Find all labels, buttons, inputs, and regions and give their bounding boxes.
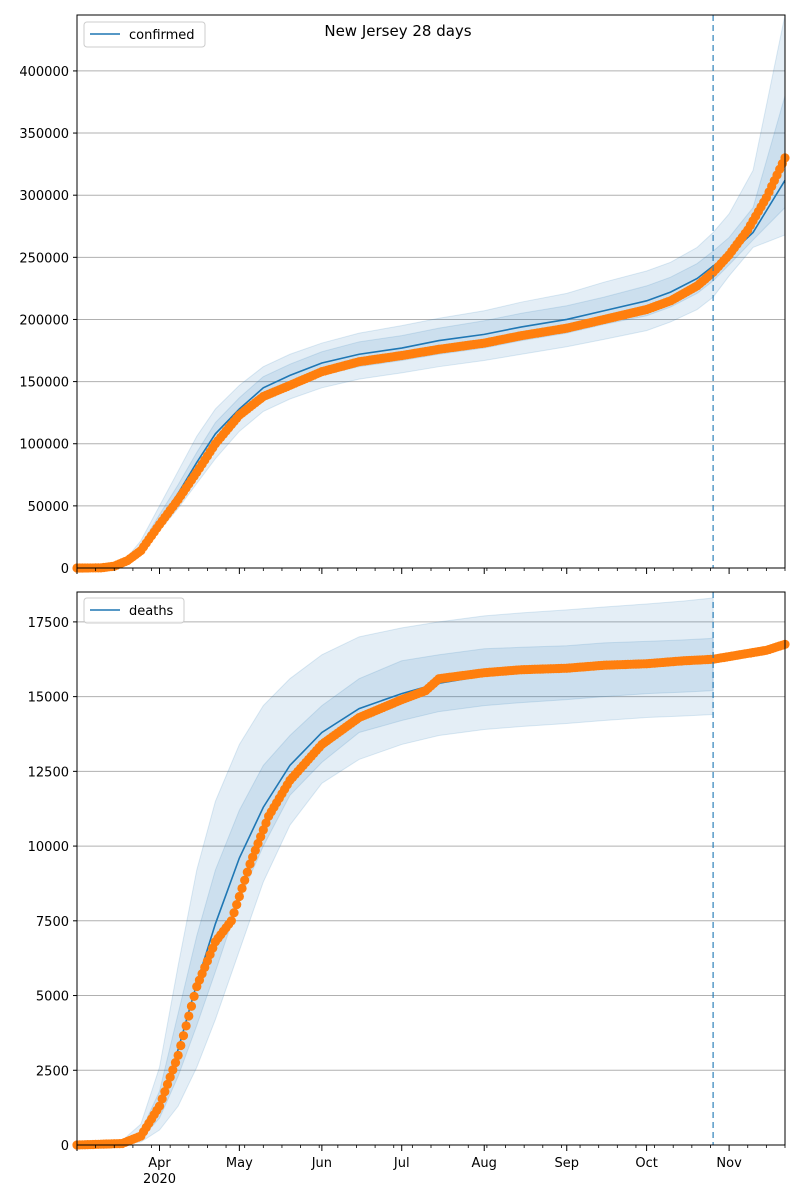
observed-point [160,1087,170,1097]
y-tick-label: 17500 [28,616,69,631]
x-tick-label-oct: Oct [635,1156,657,1171]
observed-point [162,1079,173,1089]
x-tick-label-may: May [226,1156,253,1171]
x-tick-label-nov: Nov [716,1156,742,1171]
axes-frame [76,591,786,1146]
deaths-legend: deaths [83,597,185,624]
confirmed-legend: confirmed [83,21,206,48]
observed-point [165,1072,175,1082]
x-axis-labels: Apr May Jun Jul Aug Sep Oct Nov 2020 [143,1156,742,1187]
observed-point [173,1050,183,1060]
observed-point [178,1031,189,1041]
y-tick-label: 350000 [19,127,69,142]
x-tick-label-jul: Jul [393,1156,410,1171]
axes-frame [76,14,786,569]
observed-point [237,883,247,893]
y-tick-label: 50000 [28,500,69,515]
confirmed-panel: 0 50000 100000 150000 200000 250000 300000 3500… [19,14,790,577]
x-tick-label-sep: Sep [554,1156,579,1171]
observed-point [229,908,239,918]
chart-title: New Jersey 28 days [324,22,471,40]
y-tick-label: 250000 [19,251,69,266]
y-tick-label: 0 [61,562,69,577]
legend-label-deaths: deaths [129,604,174,619]
y-tick-label: 15000 [28,691,69,706]
legend-box [83,21,206,48]
observed-point [234,891,244,902]
observed-point [154,1101,165,1111]
observed-point [232,899,242,910]
observed-point [186,1001,197,1011]
observed-point [240,875,250,885]
observed-point [189,991,199,1001]
observed-point [176,1040,186,1051]
y-tick-label: 10000 [28,840,69,855]
observed-point [168,1065,178,1075]
x-tick-label-aug: Aug [472,1156,497,1171]
model-line [76,179,786,569]
observed-point [157,1094,167,1104]
y-tick-label: 100000 [19,438,69,453]
y-tick-label: 200000 [19,313,69,328]
observed-point [242,867,252,877]
legend-box [83,597,185,624]
y-tick-label: 5000 [36,990,69,1005]
x-tick-label-apr: Apr [148,1156,171,1171]
y-tick-label: 150000 [19,376,69,391]
x-year-label: 2020 [143,1172,176,1187]
observed-point [170,1057,181,1068]
x-tick-label-jun: Jun [311,1156,332,1171]
y-tick-label: 300000 [19,189,69,204]
observed-point [184,1011,194,1021]
y-tick-label: 400000 [19,65,69,80]
y-tick-label: 12500 [28,765,69,780]
y-tick-label: 0 [61,1139,69,1154]
deaths-panel: 0 2500 5000 7500 10000 12500 15000 17500 [28,591,790,1154]
legend-label-confirmed: confirmed [129,28,195,43]
observed-point [181,1021,191,1031]
y-tick-label: 2500 [36,1064,69,1079]
observed-point [226,916,236,926]
y-tick-label: 7500 [36,915,69,930]
